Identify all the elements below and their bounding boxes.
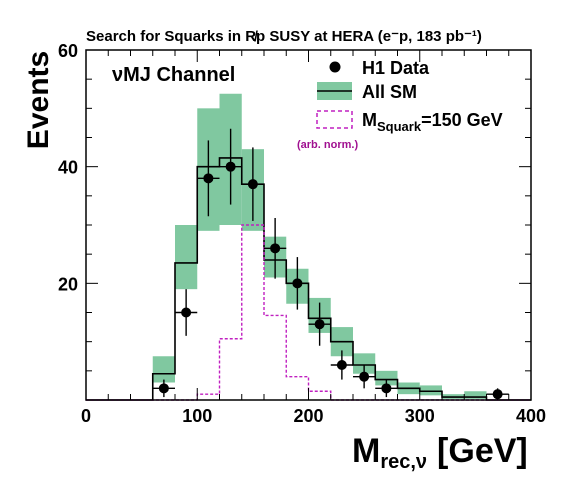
legend-data-marker [329,61,341,73]
data-point [247,179,258,190]
legend-sm-label: All SM [362,82,417,102]
x-tick-label: 300 [405,406,435,426]
plot-frame [85,49,532,401]
x-axis-label-main: M [352,432,380,470]
legend-signal-main: M [362,110,377,130]
data-point [181,307,192,318]
sm-band-bin [175,225,198,290]
legend-data-label: H1 Data [362,58,430,78]
data-point [225,161,236,172]
sm-band-bin [464,391,487,399]
y-axis-label: Events [22,51,55,149]
sm-band-bin [375,370,398,386]
legend-signal-note: (arb. norm.) [297,139,358,151]
y-tick-label: 20 [58,274,78,294]
legend-signal-sub: Squark [377,119,422,134]
y-tick-label: 40 [58,158,78,178]
sm-band-bin [152,356,175,383]
x-axis-label-sub: rec,ν [380,451,427,473]
chart-title: Search for Squarks in R̸p SUSY at HERA (… [86,28,482,45]
data-point [381,383,392,394]
data-point [292,278,303,289]
data-point [359,371,370,382]
data-point [314,319,325,330]
legend-signal-tail: =150 GeV [421,110,503,130]
x-tick-label: 400 [516,406,546,426]
sm-band-bin [419,385,442,396]
y-tick-label: 60 [58,41,78,61]
x-axis-label: Mrec,ν [GeV] [352,432,528,473]
data-point [203,173,214,184]
data-point [270,243,281,254]
data-point [336,360,347,370]
sm-band-bin [353,353,376,374]
data-point [492,389,503,400]
legend-signal-swatch [316,110,353,129]
x-tick-label: 100 [182,406,212,426]
x-tick-label: 0 [81,406,91,426]
channel-label: νMJ Channel [112,64,235,86]
legend-signal-label: MSquark=150 GeV [362,110,503,134]
plot-area: 0 100 200 300 400 20 40 60 [58,41,546,426]
x-tick-label: 200 [293,406,323,426]
legend: H1 Data All SM MSquark=150 GeV (arb. nor… [297,58,503,151]
data-point [158,383,169,394]
x-axis-label-unit: [GeV] [437,432,528,470]
sm-histogram-line [86,157,531,401]
